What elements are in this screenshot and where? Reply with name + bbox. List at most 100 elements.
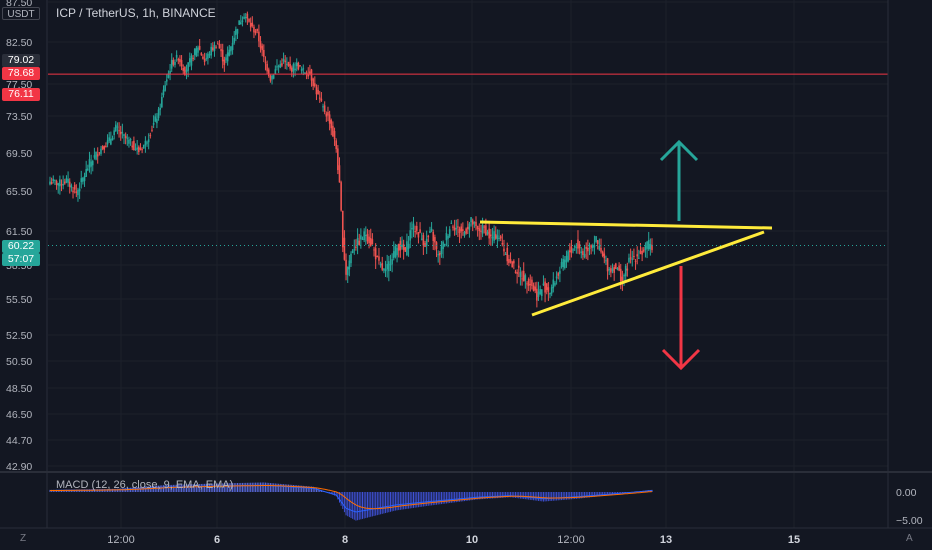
candle-body bbox=[397, 244, 400, 251]
candle-body bbox=[177, 58, 180, 61]
candle-body bbox=[388, 261, 390, 272]
auto-scale-button[interactable]: A bbox=[906, 533, 913, 544]
candle-body bbox=[554, 282, 556, 286]
bearish-arrow[interactable] bbox=[661, 266, 701, 371]
candle-body bbox=[266, 63, 268, 72]
candle-body bbox=[72, 190, 74, 193]
candle-body bbox=[522, 270, 525, 282]
candle-body bbox=[611, 268, 614, 271]
candle-body bbox=[496, 235, 499, 240]
candle-body bbox=[560, 262, 563, 267]
candle-body bbox=[555, 276, 558, 279]
candle-body bbox=[442, 241, 444, 250]
candle-body bbox=[448, 229, 451, 237]
candle-body bbox=[621, 276, 624, 282]
candle-body bbox=[220, 49, 222, 52]
price-tick-label: 50.50 bbox=[6, 356, 32, 368]
candle-body bbox=[87, 168, 89, 171]
candle-body bbox=[114, 124, 117, 132]
time-axis[interactable]: 12:00 6 8 10 12:00 13 15 bbox=[107, 534, 800, 546]
symbol-title[interactable]: ICP / TetherUS, 1h, BINANCE bbox=[56, 6, 216, 20]
candle-body bbox=[610, 268, 612, 273]
candle-body bbox=[277, 65, 280, 67]
candle-body bbox=[434, 237, 436, 243]
candle-body bbox=[440, 246, 443, 255]
candle-body bbox=[585, 246, 588, 249]
candle-body bbox=[335, 140, 337, 150]
macd-axis: 0.00 −5.00 bbox=[896, 487, 923, 527]
time-tick-label: 10 bbox=[466, 534, 478, 546]
resistance-trendline[interactable] bbox=[479, 220, 773, 230]
candle-body bbox=[422, 235, 425, 246]
candle-body bbox=[300, 68, 303, 71]
price-badge-level-2[interactable]: 76.11 bbox=[2, 88, 40, 101]
candle-body bbox=[292, 64, 295, 72]
timezone-button[interactable]: Z bbox=[20, 533, 27, 544]
bullish-arrow[interactable] bbox=[659, 139, 699, 221]
candle-body bbox=[225, 57, 227, 61]
currency-label[interactable]: USDT bbox=[2, 7, 40, 20]
candle-body bbox=[96, 154, 99, 157]
candle-body bbox=[360, 235, 362, 240]
candle-body bbox=[271, 75, 273, 80]
candle-body bbox=[238, 20, 240, 25]
candle-body bbox=[121, 131, 124, 134]
candle-body bbox=[562, 258, 564, 268]
candle-body bbox=[167, 73, 170, 78]
candle-body bbox=[432, 232, 435, 241]
candle-body bbox=[636, 254, 638, 257]
candle-body bbox=[411, 228, 413, 230]
support-trendline[interactable] bbox=[531, 230, 765, 317]
candle-body bbox=[580, 251, 583, 254]
candle-body bbox=[608, 269, 611, 271]
candle-body bbox=[116, 126, 119, 128]
candle-body bbox=[185, 69, 188, 72]
candle-body bbox=[452, 226, 454, 228]
candle-body bbox=[136, 147, 138, 150]
candle-body bbox=[129, 139, 132, 141]
candle-body bbox=[284, 60, 287, 63]
candle-body bbox=[486, 231, 489, 235]
candle-body bbox=[606, 258, 609, 272]
candle-body bbox=[101, 146, 104, 149]
candle-body bbox=[88, 159, 91, 168]
candle-body bbox=[263, 49, 265, 57]
price-badge-high: 79.02 bbox=[2, 54, 40, 67]
candle-body bbox=[243, 16, 245, 19]
candle-body bbox=[378, 256, 380, 261]
candle-body bbox=[215, 47, 217, 49]
candle-body bbox=[62, 183, 64, 186]
price-badge-level[interactable]: 78.68 bbox=[2, 67, 40, 80]
candle-body bbox=[297, 62, 300, 70]
candle-body bbox=[600, 248, 602, 252]
candle-body bbox=[73, 184, 76, 190]
candle-body bbox=[638, 257, 640, 259]
candle-body bbox=[218, 44, 221, 49]
candle-body bbox=[415, 225, 418, 231]
candle-body bbox=[445, 233, 448, 241]
time-tick-label: 6 bbox=[214, 534, 220, 546]
candle-body bbox=[527, 278, 530, 286]
candle-body bbox=[503, 248, 505, 252]
candle-body bbox=[244, 17, 247, 19]
candle-body bbox=[193, 49, 196, 55]
candle-body bbox=[391, 259, 393, 265]
candle-body bbox=[504, 253, 507, 255]
price-tick-label: 55.50 bbox=[6, 294, 32, 306]
macd-legend[interactable]: MACD (12, 26, close, 9, EMA, EMA) bbox=[56, 479, 234, 491]
candle-body bbox=[197, 47, 199, 53]
price-tick-label: 44.70 bbox=[6, 435, 32, 447]
candle-body bbox=[50, 181, 53, 185]
candle-body bbox=[103, 146, 106, 150]
candle-body bbox=[327, 112, 329, 116]
candle-body bbox=[373, 249, 375, 251]
candle-body bbox=[82, 177, 84, 182]
candle-body bbox=[108, 137, 111, 141]
candle-body bbox=[67, 178, 69, 183]
candle-body bbox=[223, 59, 226, 66]
candle-body bbox=[174, 61, 176, 65]
candle-body bbox=[368, 236, 370, 244]
candle-body bbox=[106, 140, 109, 145]
candle-body bbox=[75, 191, 78, 194]
